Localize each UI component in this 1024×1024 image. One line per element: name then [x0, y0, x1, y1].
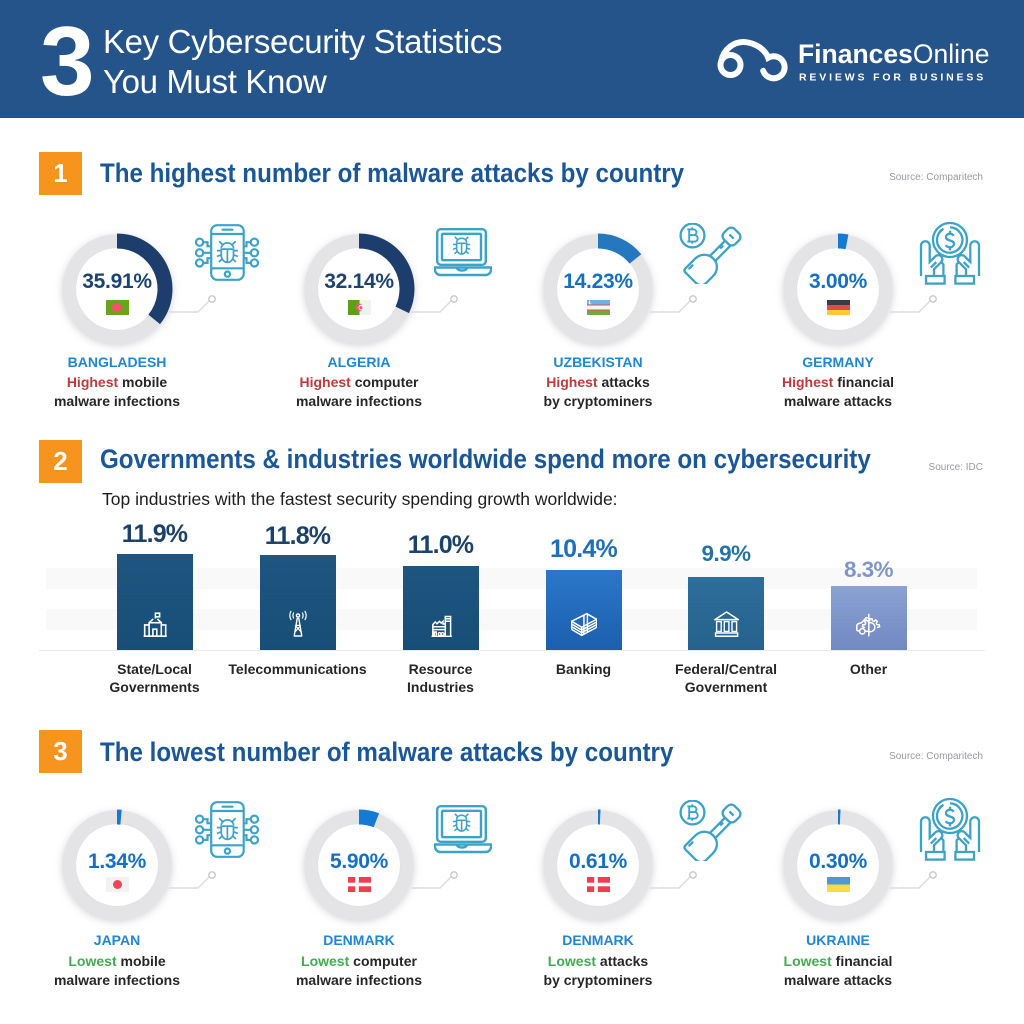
svg-text:REVIEWS FOR BUSINESS: REVIEWS FOR BUSINESS: [799, 72, 986, 84]
svg-text:FinancesOnline: FinancesOnline: [798, 39, 990, 69]
